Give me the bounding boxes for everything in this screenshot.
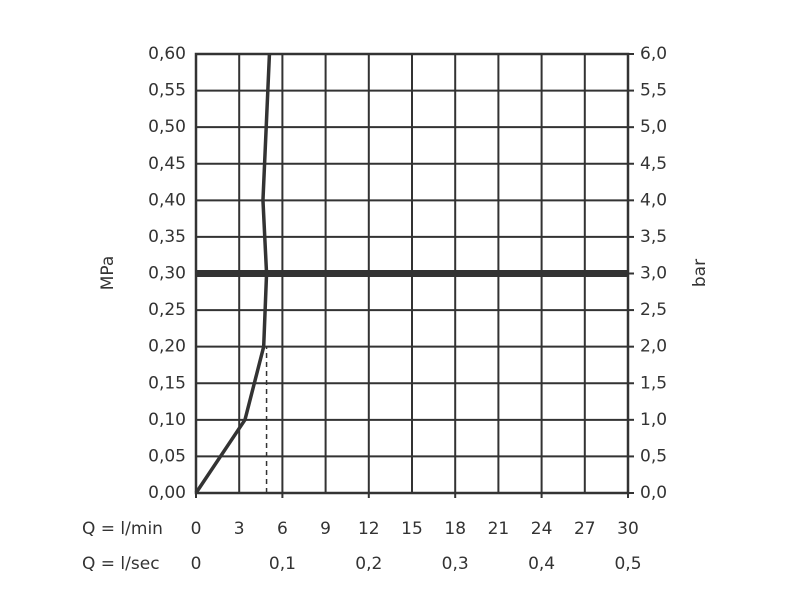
y-tick-label: 0,30	[148, 264, 186, 284]
x2-tick-label: 0,2	[355, 554, 382, 574]
y-tick-label: 0,10	[148, 410, 186, 430]
y2-tick-label: 1,5	[640, 373, 667, 393]
y-tick-label: 0,45	[148, 154, 186, 174]
y2-tick-label: 0,5	[640, 446, 667, 466]
y-tick-label: 0,00	[148, 483, 186, 503]
x-tick-label: 3	[234, 519, 245, 539]
x2-tick-label: 0,4	[528, 554, 555, 574]
y2-tick-label: 5,0	[640, 117, 667, 137]
y2-tick-label: 4,5	[640, 154, 667, 174]
y-tick-label: 0,35	[148, 227, 186, 247]
x2-tick-label: 0,5	[614, 554, 641, 574]
y-tick-label: 0,05	[148, 446, 186, 466]
y2-tick-label: 4,0	[640, 190, 667, 210]
y2-tick-label: 5,5	[640, 81, 667, 101]
x-tick-label: 6	[277, 519, 288, 539]
y-tick-label: 0,50	[148, 117, 186, 137]
x-tick-label: 15	[401, 519, 423, 539]
y-tick-label: 0,40	[148, 190, 186, 210]
y2-tick-label: 3,0	[640, 264, 667, 284]
x-axis-label: Q = l/min	[82, 519, 163, 539]
y-tick-label: 0,25	[148, 300, 186, 320]
y2-tick-label: 2,5	[640, 300, 667, 320]
x-tick-label: 30	[617, 519, 639, 539]
y2-tick-label: 1,0	[640, 410, 667, 430]
x-tick-label: 0	[191, 519, 202, 539]
x-tick-label: 21	[488, 519, 510, 539]
x-tick-label: 12	[358, 519, 380, 539]
y-tick-label: 0,55	[148, 81, 186, 101]
y-tick-label: 0,20	[148, 337, 186, 357]
y-tick-label: 0,15	[148, 373, 186, 393]
x-tick-label: 18	[444, 519, 466, 539]
y2-axis-label: bar	[690, 259, 710, 287]
y2-tick-label: 0,0	[640, 483, 667, 503]
x-tick-label: 24	[531, 519, 553, 539]
x2-tick-label: 0,1	[269, 554, 296, 574]
data-line	[194, 53, 272, 494]
x-tick-label: 27	[574, 519, 596, 539]
y2-tick-label: 2,0	[640, 337, 667, 357]
y-tick-label: 0,60	[148, 44, 186, 64]
x-tick-label: 9	[320, 519, 331, 539]
y2-tick-label: 6,0	[640, 44, 667, 64]
y2-tick-label: 3,5	[640, 227, 667, 247]
y-axis-label: MPa	[98, 256, 118, 291]
x2-tick-label: 0	[191, 554, 202, 574]
x2-axis-label: Q = l/sec	[82, 554, 160, 574]
x2-tick-label: 0,3	[442, 554, 469, 574]
